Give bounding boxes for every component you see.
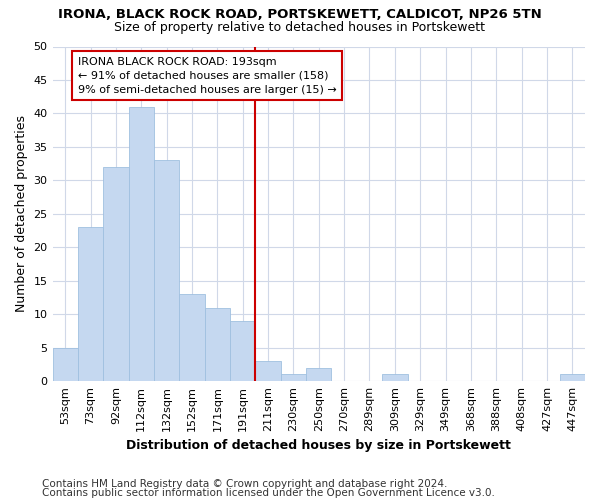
Bar <box>179 294 205 381</box>
Text: Contains HM Land Registry data © Crown copyright and database right 2024.: Contains HM Land Registry data © Crown c… <box>42 479 448 489</box>
Bar <box>281 374 306 381</box>
Bar <box>53 348 78 381</box>
Bar <box>230 321 256 381</box>
Bar <box>78 227 103 381</box>
Bar <box>560 374 585 381</box>
Bar <box>256 361 281 381</box>
X-axis label: Distribution of detached houses by size in Portskewett: Distribution of detached houses by size … <box>127 440 511 452</box>
Bar <box>205 308 230 381</box>
Bar <box>128 106 154 381</box>
Y-axis label: Number of detached properties: Number of detached properties <box>15 116 28 312</box>
Bar <box>382 374 407 381</box>
Bar <box>154 160 179 381</box>
Bar <box>306 368 331 381</box>
Text: Contains public sector information licensed under the Open Government Licence v3: Contains public sector information licen… <box>42 488 495 498</box>
Text: IRONA, BLACK ROCK ROAD, PORTSKEWETT, CALDICOT, NP26 5TN: IRONA, BLACK ROCK ROAD, PORTSKEWETT, CAL… <box>58 8 542 20</box>
Text: Size of property relative to detached houses in Portskewett: Size of property relative to detached ho… <box>115 21 485 34</box>
Text: IRONA BLACK ROCK ROAD: 193sqm
← 91% of detached houses are smaller (158)
9% of s: IRONA BLACK ROCK ROAD: 193sqm ← 91% of d… <box>78 56 337 94</box>
Bar <box>103 167 128 381</box>
